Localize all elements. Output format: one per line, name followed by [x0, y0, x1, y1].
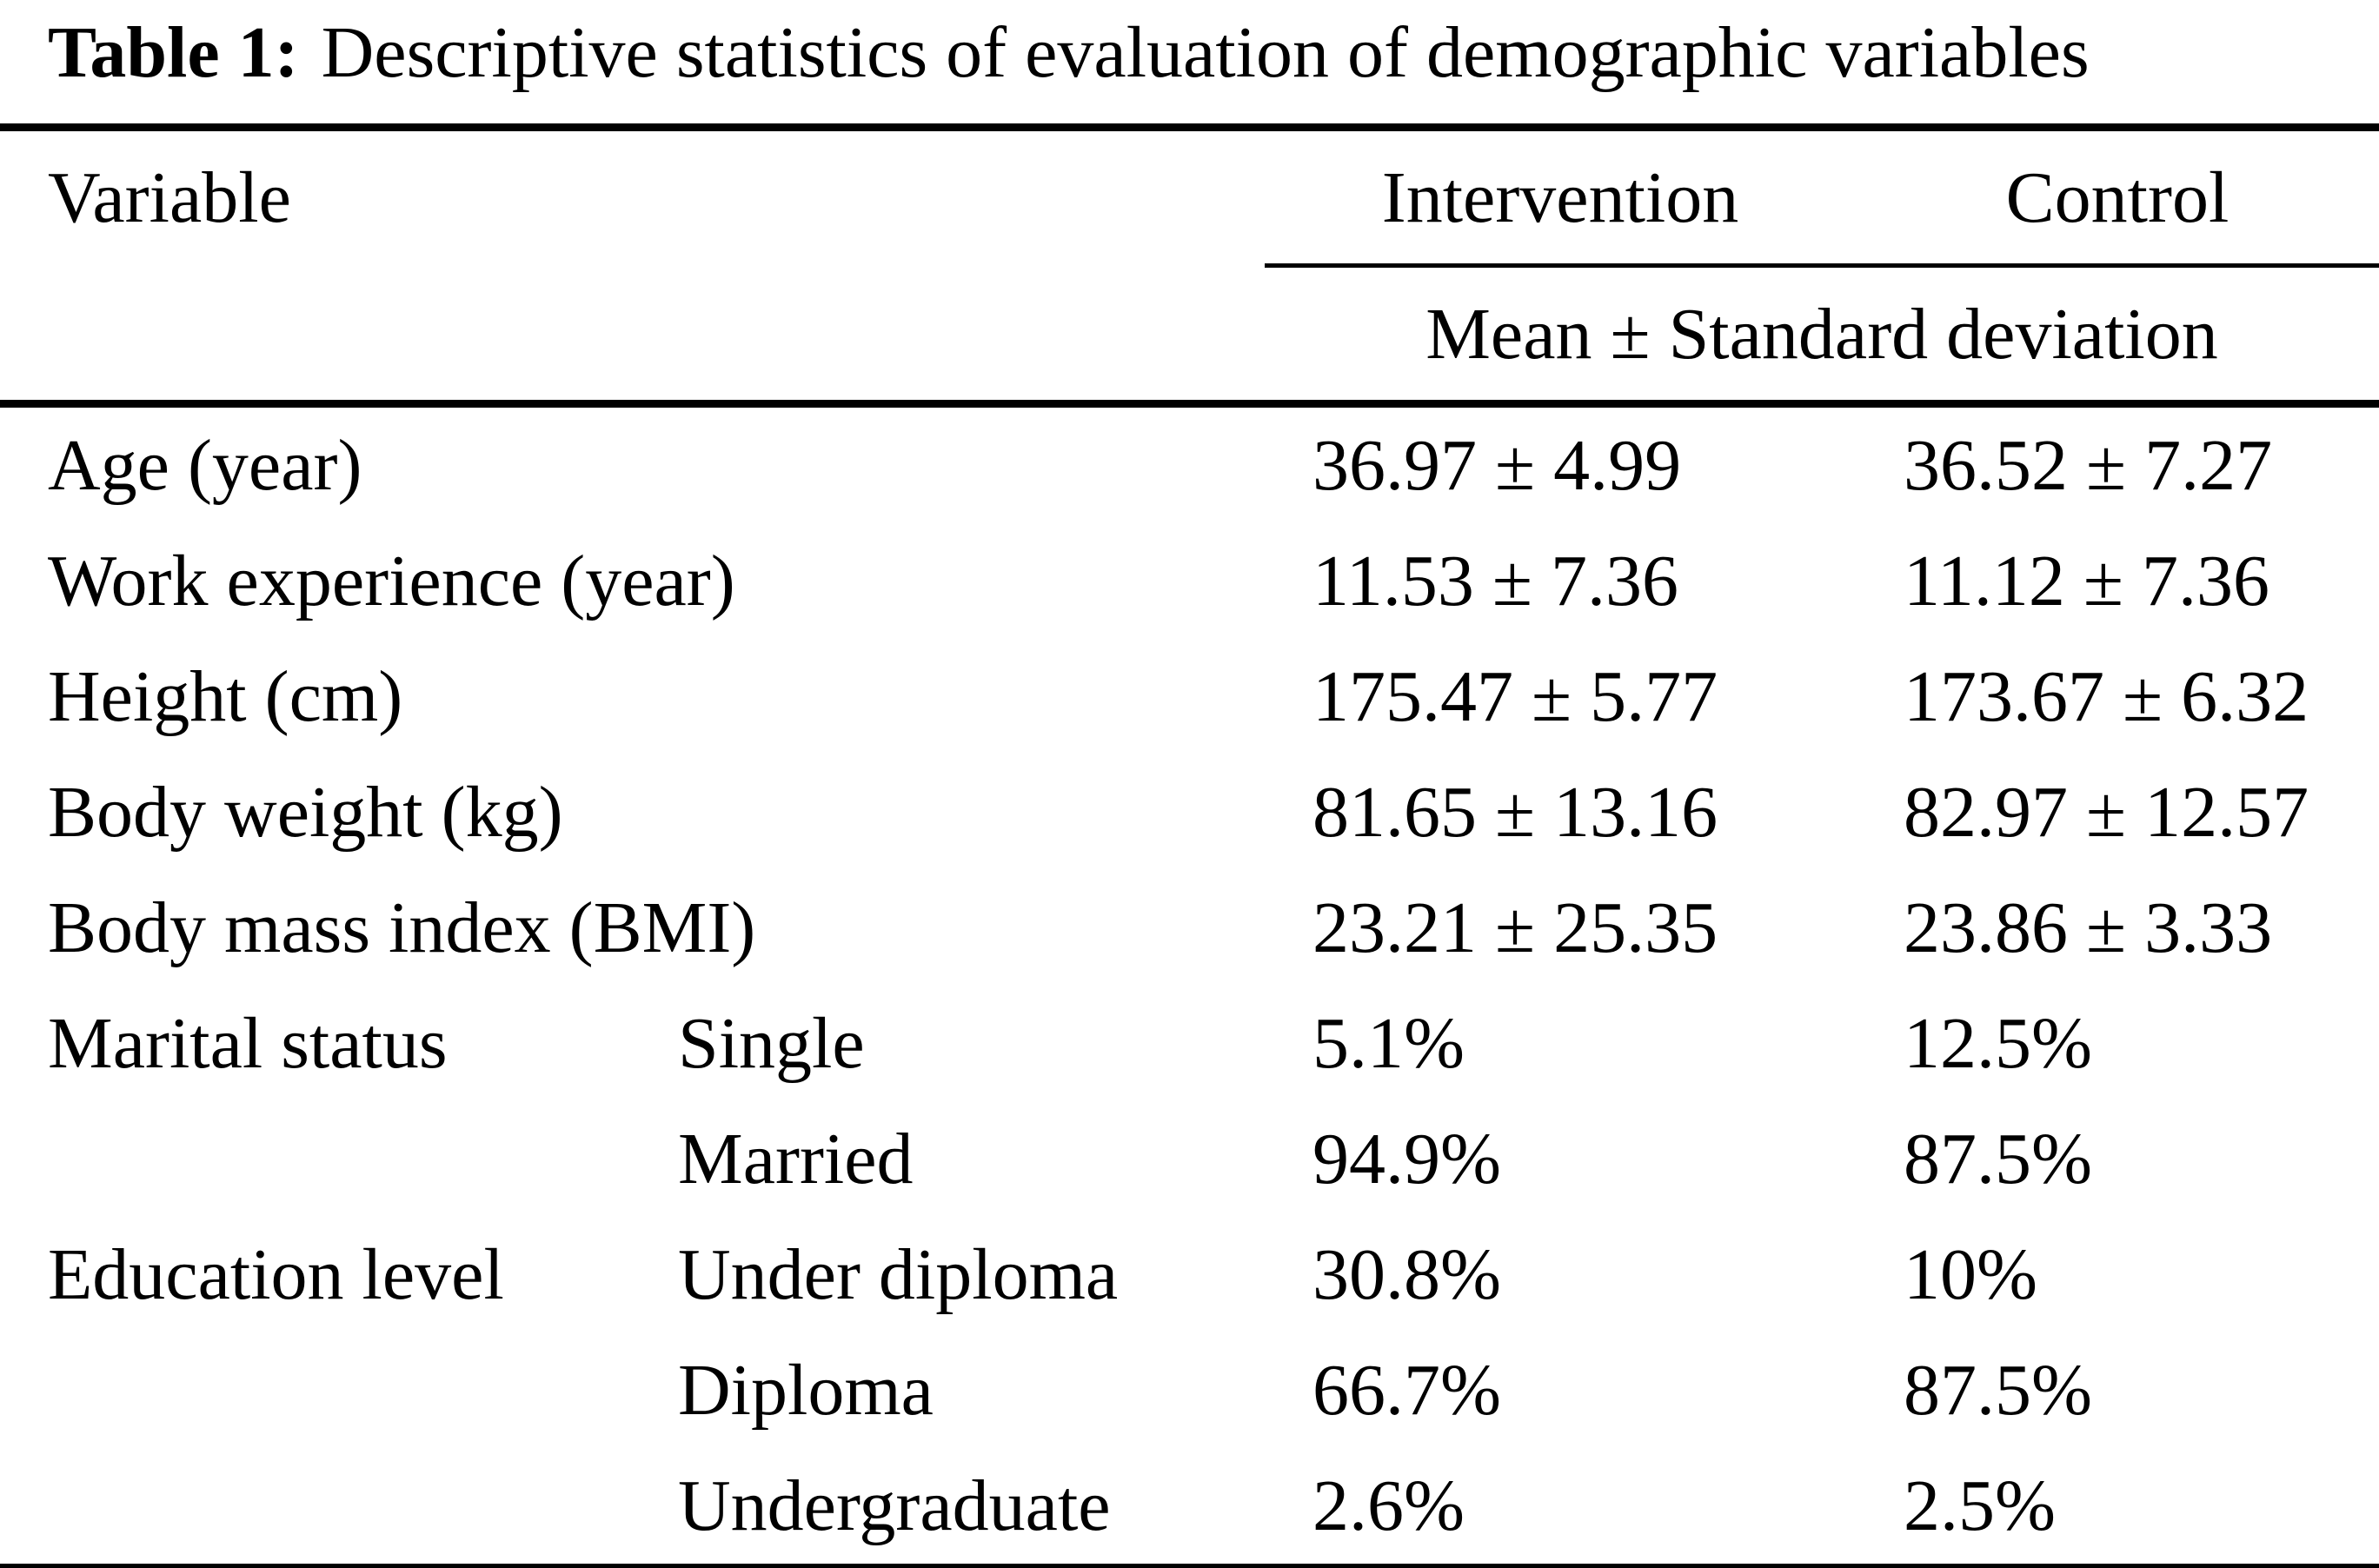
- table-number-label: Table 1:: [48, 12, 299, 93]
- cell-category: Single: [678, 1003, 865, 1084]
- table-row: Undergraduate 2.6% 2.5%: [0, 1448, 2379, 1568]
- cell-category: Diploma: [678, 1350, 934, 1431]
- cell-category: [630, 404, 1265, 524]
- header-row-groups: Variable Intervention Control: [0, 123, 2379, 408]
- table-row: Body mass index (BMI) 23.21 ± 25.35 23.8…: [0, 870, 2379, 986]
- header-mean-sd: Mean ± Standard deviation: [1265, 265, 2379, 408]
- cell-variable: [0, 1332, 630, 1448]
- header-intervention: Intervention: [1265, 123, 1856, 268]
- cell-intervention: 66.7%: [1312, 1350, 1501, 1431]
- table-title: Table 1: Descriptive statistics of evalua…: [48, 5, 2090, 101]
- table-row: Marital status Single 5.1% 12.5%: [0, 986, 2379, 1101]
- cell-intervention: 94.9%: [1312, 1119, 1501, 1199]
- table-row: Work experience (year) 11.53 ± 7.36 11.1…: [0, 523, 2379, 639]
- cell-control: 36.52 ± 7.27: [1904, 425, 2273, 506]
- table-row: Married 94.9% 87.5%: [0, 1101, 2379, 1217]
- table-caption: Descriptive statistics of evaluation of …: [321, 12, 2090, 93]
- header-row-subheader: Mean ± Standard deviation: [0, 265, 2379, 408]
- header-control: Control: [1856, 123, 2379, 268]
- table-row: Age (year) 36.97 ± 4.99 36.52 ± 7.27: [0, 404, 2379, 524]
- table-row: Height (cm) 175.47 ± 5.77 173.67 ± 6.32: [0, 639, 2379, 754]
- cell-intervention: 11.53 ± 7.36: [1312, 541, 1678, 621]
- cell-variable: Body weight (kg): [48, 772, 563, 853]
- cell-control: 23.86 ± 3.33: [1904, 887, 2273, 968]
- table-row: Diploma 66.7% 87.5%: [0, 1332, 2379, 1448]
- table-header: Variable Intervention Control Mean ± Sta…: [0, 123, 2379, 408]
- cell-variable: [0, 1101, 630, 1217]
- cell-category: [630, 639, 1265, 754]
- cell-variable: Work experience (year): [48, 541, 735, 621]
- cell-variable: Height (cm): [48, 656, 403, 737]
- cell-variable: Body mass index (BMI): [48, 887, 756, 968]
- cell-category: Under diploma: [678, 1234, 1119, 1315]
- table-row: Body weight (kg) 81.65 ± 13.16 82.97 ± 1…: [0, 754, 2379, 870]
- cell-category: Undergraduate: [630, 1448, 1265, 1568]
- cell-variable: Education level: [48, 1234, 504, 1315]
- cell-intervention: 36.97 ± 4.99: [1312, 425, 1682, 506]
- header-variable: Variable: [0, 123, 630, 408]
- cell-variable: [0, 1448, 630, 1568]
- cell-intervention: 175.47 ± 5.77: [1312, 656, 1718, 737]
- cell-control: 12.5%: [1904, 1003, 2092, 1084]
- cell-intervention: 81.65 ± 13.16: [1312, 772, 1718, 853]
- cell-control: 87.5%: [1904, 1350, 2092, 1431]
- table-row: Education level Under diploma 30.8% 10%: [0, 1217, 2379, 1332]
- demographics-table: Variable Intervention Control Mean ± Sta…: [0, 123, 2379, 1568]
- cell-category: Married: [678, 1119, 914, 1199]
- cell-intervention: 30.8%: [1312, 1234, 1501, 1315]
- cell-variable: Age (year): [48, 425, 362, 506]
- cell-control: 87.5%: [1904, 1119, 2092, 1199]
- cell-control: 82.97 ± 12.57: [1904, 772, 2309, 853]
- cell-intervention: 23.21 ± 25.35: [1312, 887, 1718, 968]
- cell-control: 10%: [1904, 1234, 2037, 1315]
- cell-intervention: 5.1%: [1312, 1003, 1465, 1084]
- cell-intervention: 2.6%: [1265, 1448, 1856, 1568]
- cell-category: [630, 754, 1265, 870]
- header-subcolumn-spacer: [630, 123, 1265, 408]
- table-body: Age (year) 36.97 ± 4.99 36.52 ± 7.27 Wor…: [0, 404, 2379, 1568]
- cell-control: 11.12 ± 7.36: [1904, 541, 2269, 621]
- cell-variable: Marital status: [48, 1003, 448, 1084]
- cell-control: 2.5%: [1856, 1448, 2379, 1568]
- cell-control: 173.67 ± 6.32: [1904, 656, 2309, 737]
